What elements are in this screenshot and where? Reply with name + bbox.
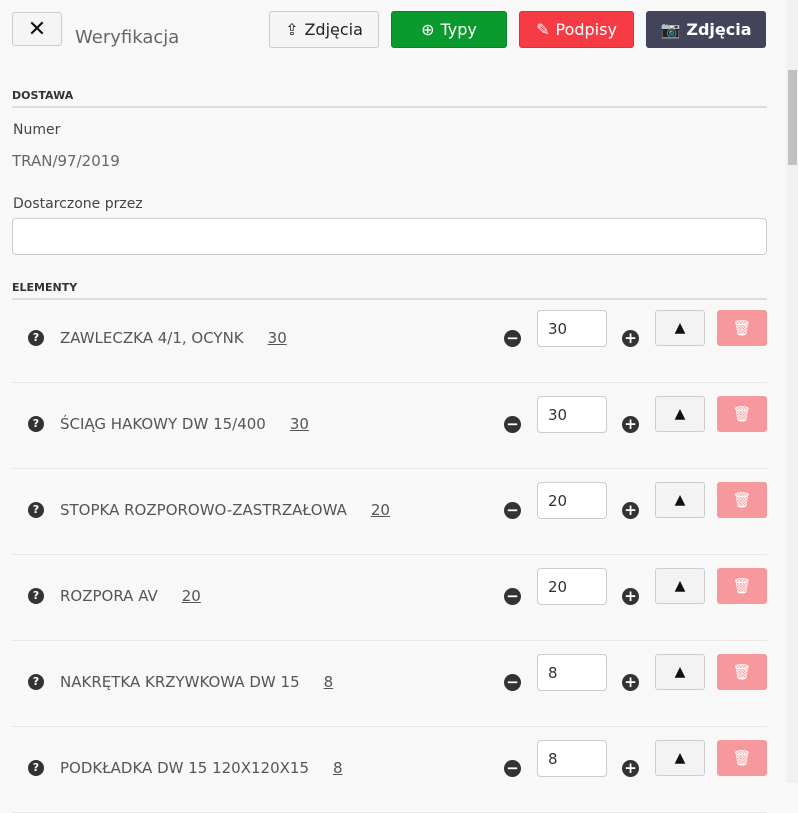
trash-icon: 🗑 (732, 405, 752, 423)
quantity-input[interactable]: 8 (537, 654, 607, 691)
minus-icon[interactable]: − (504, 674, 521, 691)
close-button[interactable]: ✕ (12, 12, 62, 46)
help-icon[interactable]: ? (28, 330, 44, 346)
delete-button[interactable]: 🗑 (717, 654, 767, 690)
warning-icon: ▲ (674, 406, 686, 422)
list-item: ? ZAWLECZKA 4/1, OCYNK 30 − 30 + ▲ 🗑 (12, 297, 767, 383)
plus-icon[interactable]: + (622, 674, 639, 691)
list-item: ? NAKRĘTKA KRZYWKOWA DW 15 8 − 8 + ▲ 🗑 (12, 641, 767, 727)
list-item: ? ROZPORA AV 20 − 20 + ▲ 🗑 (12, 555, 767, 641)
section-elementy: ELEMENTY (12, 281, 767, 300)
warning-icon: ▲ (674, 320, 686, 336)
close-icon: ✕ (27, 16, 47, 42)
photos-button[interactable]: 📷 Zdjęcia (646, 11, 766, 48)
trash-icon: 🗑 (732, 577, 752, 595)
plus-icon[interactable]: + (622, 588, 639, 605)
delete-button[interactable]: 🗑 (717, 482, 767, 518)
help-icon[interactable]: ? (28, 416, 44, 432)
report-issue-button[interactable]: ▲ (655, 568, 705, 604)
minus-icon[interactable]: − (504, 588, 521, 605)
quantity-input[interactable]: 8 (537, 740, 607, 777)
scrollbar-thumb[interactable] (788, 70, 797, 165)
item-name: NAKRĘTKA KRZYWKOWA DW 15 8 (60, 673, 334, 691)
delete-button[interactable]: 🗑 (717, 568, 767, 604)
item-name: PODKŁADKA DW 15 120X120X15 8 (60, 759, 343, 777)
plus-icon[interactable]: + (622, 760, 639, 777)
report-issue-button[interactable]: ▲ (655, 310, 705, 346)
list-item: ? STOPKA ROZPOROWO-ZASTRZAŁOWA 20 − 20 + … (12, 469, 767, 555)
delete-button[interactable]: 🗑 (717, 396, 767, 432)
help-icon[interactable]: ? (28, 588, 44, 604)
upload-photos-button[interactable]: ⇪ Zdjęcia (269, 11, 379, 48)
item-name: ŚCIĄG HAKOWY DW 15/400 30 (60, 415, 309, 433)
expected-qty-link[interactable]: 8 (323, 673, 334, 691)
expected-qty-link[interactable]: 20 (181, 587, 201, 605)
warning-icon: ▲ (674, 664, 686, 680)
help-icon[interactable]: ? (28, 760, 44, 776)
item-name: ZAWLECZKA 4/1, OCYNK 30 (60, 329, 287, 347)
plus-icon[interactable]: + (622, 502, 639, 519)
scrollbar[interactable] (786, 0, 798, 783)
minus-icon[interactable]: − (504, 760, 521, 777)
minus-icon[interactable]: − (504, 502, 521, 519)
warning-icon: ▲ (674, 492, 686, 508)
quantity-input[interactable]: 30 (537, 310, 607, 347)
expected-qty-link[interactable]: 30 (289, 415, 309, 433)
numer-label: Numer (13, 122, 61, 138)
trash-icon: 🗑 (732, 319, 752, 337)
camera-icon: 📷 (660, 20, 681, 39)
page-title: Weryfikacja (75, 27, 180, 48)
trash-icon: 🗑 (732, 491, 752, 509)
list-item: ? ŚCIĄG HAKOWY DW 15/400 30 − 30 + ▲ 🗑 (12, 383, 767, 469)
plus-circle-icon: ⊕ (421, 20, 435, 39)
numer-value: TRAN/97/2019 (12, 152, 120, 170)
dostarczone-input[interactable] (12, 218, 767, 255)
expected-qty-link[interactable]: 30 (267, 329, 287, 347)
expected-qty-link[interactable]: 8 (333, 759, 343, 777)
help-icon[interactable]: ? (28, 674, 44, 690)
minus-icon[interactable]: − (504, 330, 521, 347)
report-issue-button[interactable]: ▲ (655, 654, 705, 690)
plus-icon[interactable]: + (622, 416, 639, 433)
item-name: STOPKA ROZPOROWO-ZASTRZAŁOWA 20 (60, 501, 390, 519)
upload-icon: ⇪ (285, 20, 299, 39)
warning-icon: ▲ (674, 750, 686, 766)
plus-icon[interactable]: + (622, 330, 639, 347)
delete-button[interactable]: 🗑 (717, 740, 767, 776)
trash-icon: 🗑 (732, 749, 752, 767)
delete-button[interactable]: 🗑 (717, 310, 767, 346)
warning-icon: ▲ (674, 578, 686, 594)
types-button[interactable]: ⊕ Typy (391, 11, 507, 48)
report-issue-button[interactable]: ▲ (655, 396, 705, 432)
quantity-input[interactable]: 30 (537, 396, 607, 433)
quantity-input[interactable]: 20 (537, 568, 607, 605)
pencil-icon: ✎ (536, 20, 550, 39)
help-icon[interactable]: ? (28, 502, 44, 518)
report-issue-button[interactable]: ▲ (655, 740, 705, 776)
minus-icon[interactable]: − (504, 416, 521, 433)
dostarczone-label: Dostarczone przez (13, 196, 143, 212)
item-name: ROZPORA AV 20 (60, 587, 201, 605)
trash-icon: 🗑 (732, 663, 752, 681)
expected-qty-link[interactable]: 20 (370, 501, 390, 519)
section-dostawa: DOSTAWA (12, 89, 767, 108)
list-item: ? PODKŁADKA DW 15 120X120X15 8 − 8 + ▲ 🗑 (12, 727, 767, 813)
signatures-button[interactable]: ✎ Podpisy (519, 11, 634, 48)
quantity-input[interactable]: 20 (537, 482, 607, 519)
report-issue-button[interactable]: ▲ (655, 482, 705, 518)
